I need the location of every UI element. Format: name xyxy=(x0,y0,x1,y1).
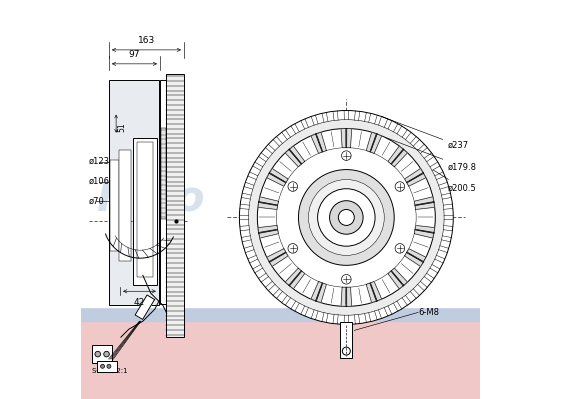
Circle shape xyxy=(395,243,404,253)
Text: 97: 97 xyxy=(128,50,140,59)
Polygon shape xyxy=(414,197,435,209)
Bar xyxy=(81,321,480,399)
Circle shape xyxy=(288,182,297,192)
Polygon shape xyxy=(285,146,305,167)
Bar xyxy=(92,345,112,363)
Text: ø179.8: ø179.8 xyxy=(387,138,477,171)
Polygon shape xyxy=(311,132,327,153)
Text: Kyso: Kyso xyxy=(96,178,205,221)
Polygon shape xyxy=(341,287,352,306)
Bar xyxy=(96,361,117,372)
Text: ø70: ø70 xyxy=(88,197,104,206)
Polygon shape xyxy=(258,225,278,238)
Circle shape xyxy=(329,201,363,234)
Polygon shape xyxy=(311,282,327,303)
Circle shape xyxy=(395,182,404,192)
Circle shape xyxy=(309,180,384,255)
Polygon shape xyxy=(285,268,305,289)
Circle shape xyxy=(298,170,394,265)
Polygon shape xyxy=(404,249,426,267)
Polygon shape xyxy=(388,146,407,167)
Bar xyxy=(166,74,184,337)
Text: ø200.5: ø200.5 xyxy=(433,170,477,193)
Text: ø237: ø237 xyxy=(382,117,469,150)
Circle shape xyxy=(100,364,104,368)
Polygon shape xyxy=(366,282,381,303)
Text: ø123: ø123 xyxy=(88,157,109,166)
Bar xyxy=(118,150,131,261)
Bar xyxy=(81,0,480,307)
Circle shape xyxy=(104,352,109,357)
Polygon shape xyxy=(366,132,381,153)
Bar xyxy=(160,80,166,304)
Circle shape xyxy=(107,364,111,368)
Text: Kyso: Kyso xyxy=(292,178,401,221)
Circle shape xyxy=(288,243,297,253)
Bar xyxy=(81,307,480,321)
Text: ø106: ø106 xyxy=(88,177,109,186)
Polygon shape xyxy=(266,168,288,186)
Polygon shape xyxy=(341,128,352,148)
Polygon shape xyxy=(135,295,155,320)
Circle shape xyxy=(318,189,375,246)
Circle shape xyxy=(342,151,351,160)
Text: 163: 163 xyxy=(138,36,155,45)
Bar xyxy=(137,142,153,277)
Polygon shape xyxy=(414,225,435,238)
Polygon shape xyxy=(388,268,407,289)
Circle shape xyxy=(240,111,453,324)
Circle shape xyxy=(338,209,355,225)
Bar xyxy=(109,80,159,305)
Polygon shape xyxy=(266,249,288,267)
Text: 42: 42 xyxy=(134,298,145,308)
Text: 51: 51 xyxy=(118,123,127,132)
Circle shape xyxy=(95,352,100,357)
Text: SCALE 2:1: SCALE 2:1 xyxy=(92,368,128,374)
Bar xyxy=(161,128,165,219)
Circle shape xyxy=(342,275,351,284)
Polygon shape xyxy=(258,197,278,209)
Polygon shape xyxy=(404,168,426,186)
Bar xyxy=(341,322,352,358)
Bar xyxy=(110,160,118,251)
Circle shape xyxy=(342,347,350,355)
Bar xyxy=(133,138,157,285)
Text: 6-M8: 6-M8 xyxy=(418,308,439,317)
